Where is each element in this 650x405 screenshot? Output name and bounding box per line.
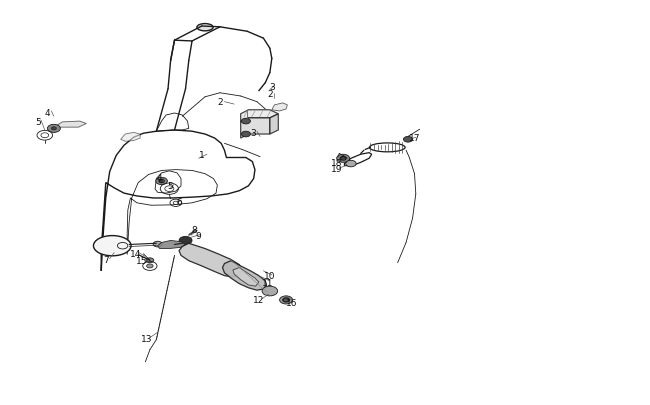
Text: 6: 6	[176, 197, 182, 206]
Polygon shape	[240, 119, 270, 139]
Text: 4: 4	[45, 109, 50, 117]
Text: 9: 9	[196, 231, 202, 240]
Circle shape	[283, 298, 289, 302]
Circle shape	[153, 242, 162, 247]
Polygon shape	[158, 241, 185, 249]
Circle shape	[340, 157, 346, 161]
Circle shape	[51, 128, 57, 131]
Circle shape	[147, 264, 153, 268]
Circle shape	[179, 237, 192, 245]
Circle shape	[280, 296, 292, 304]
Text: 8: 8	[191, 226, 197, 234]
Text: 11: 11	[262, 278, 274, 287]
Text: 7: 7	[103, 255, 109, 264]
Text: 13: 13	[141, 335, 152, 343]
Polygon shape	[272, 104, 287, 112]
Text: 15: 15	[136, 256, 148, 266]
Text: 12: 12	[253, 296, 265, 305]
Text: 5: 5	[168, 182, 174, 191]
Text: 16: 16	[285, 298, 297, 307]
Circle shape	[241, 119, 250, 125]
Text: 3: 3	[269, 83, 275, 92]
Polygon shape	[233, 268, 259, 286]
Text: 19: 19	[331, 165, 343, 174]
Text: 18: 18	[331, 158, 343, 167]
Circle shape	[262, 286, 278, 296]
Text: 10: 10	[264, 271, 276, 280]
Text: 5: 5	[36, 117, 41, 126]
Polygon shape	[56, 122, 86, 128]
Circle shape	[337, 155, 350, 163]
Circle shape	[346, 161, 356, 167]
Polygon shape	[222, 261, 266, 290]
Ellipse shape	[197, 25, 213, 32]
Circle shape	[156, 178, 168, 185]
Circle shape	[47, 125, 60, 133]
Circle shape	[146, 258, 154, 263]
Text: 2: 2	[217, 98, 223, 107]
Circle shape	[241, 132, 250, 138]
Circle shape	[159, 180, 164, 183]
Polygon shape	[270, 115, 278, 135]
Text: 2: 2	[268, 90, 274, 99]
Polygon shape	[179, 244, 242, 277]
Ellipse shape	[94, 236, 131, 256]
Text: 4: 4	[157, 174, 162, 183]
Text: 14: 14	[130, 249, 141, 259]
Text: 1: 1	[199, 150, 205, 159]
Polygon shape	[121, 133, 140, 142]
Text: 3: 3	[251, 129, 257, 138]
Circle shape	[404, 137, 413, 143]
Polygon shape	[240, 111, 278, 123]
Text: 17: 17	[409, 133, 421, 143]
